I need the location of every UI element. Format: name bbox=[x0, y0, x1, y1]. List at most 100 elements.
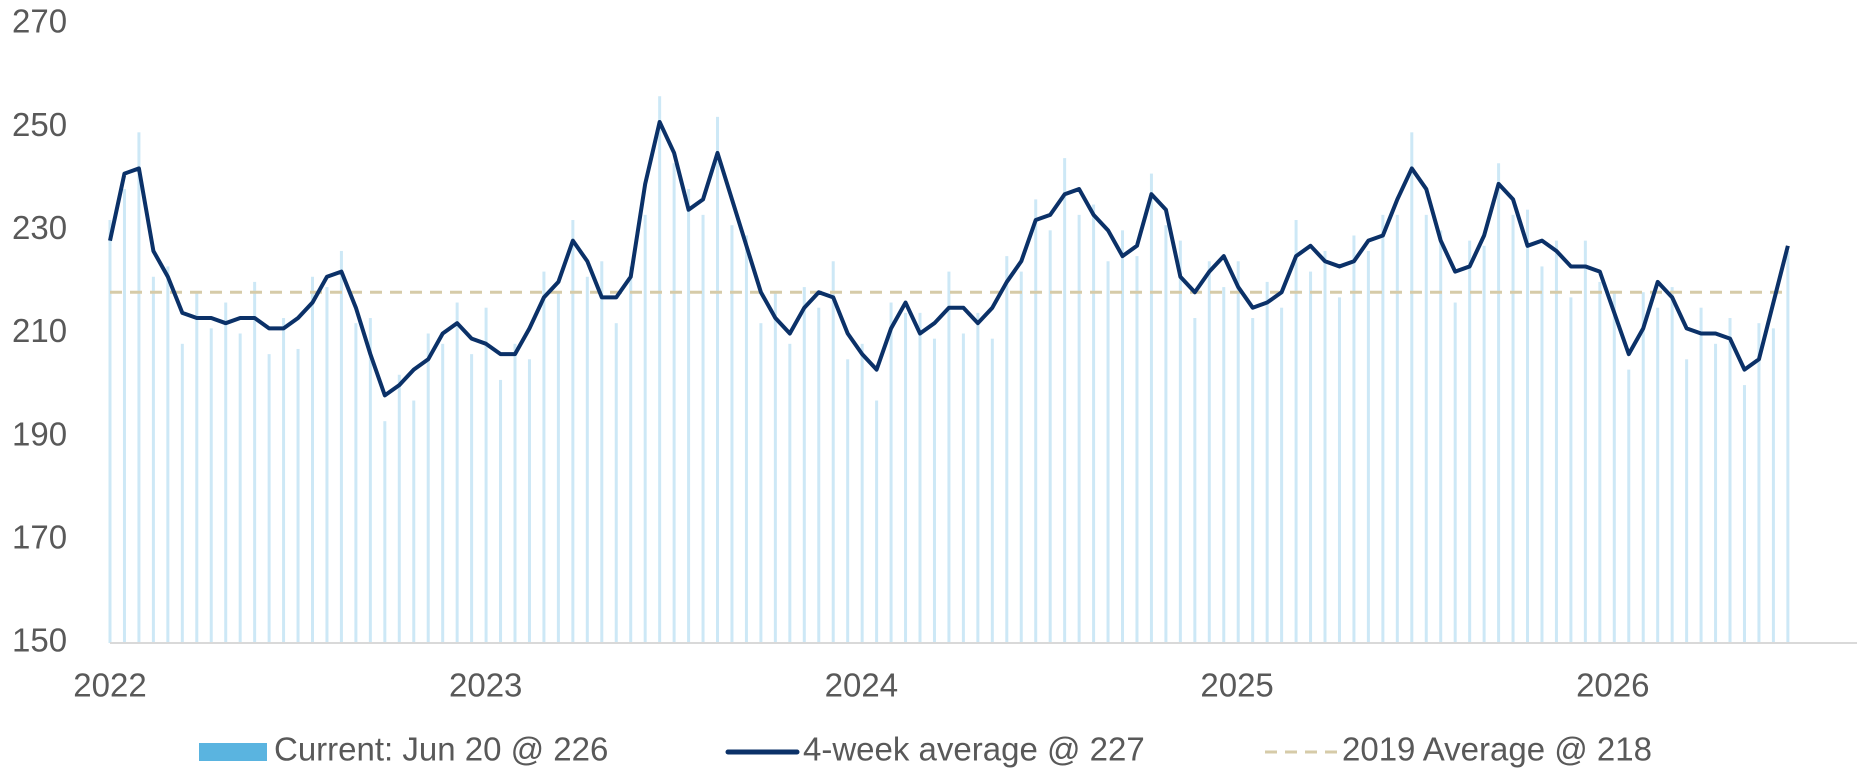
y-tick-label: 190 bbox=[12, 415, 67, 452]
bar bbox=[267, 354, 271, 643]
bar bbox=[1742, 385, 1746, 643]
legend-label: 4-week average @ 227 bbox=[803, 731, 1145, 768]
bar bbox=[831, 261, 835, 643]
bar bbox=[108, 220, 112, 643]
bar bbox=[542, 271, 546, 643]
bar bbox=[1439, 230, 1443, 644]
bar bbox=[122, 189, 126, 644]
bar bbox=[1251, 318, 1255, 643]
bar bbox=[397, 374, 401, 643]
bar bbox=[180, 343, 184, 643]
bar bbox=[426, 333, 430, 643]
bar bbox=[556, 292, 560, 643]
bar bbox=[990, 338, 994, 643]
bar bbox=[1337, 297, 1341, 643]
bar bbox=[788, 343, 792, 643]
bar bbox=[961, 333, 965, 643]
bar bbox=[918, 312, 922, 643]
bar bbox=[1670, 287, 1674, 643]
bar bbox=[976, 312, 980, 643]
bar bbox=[701, 214, 705, 643]
bar bbox=[368, 318, 372, 643]
bar bbox=[716, 116, 720, 644]
bar bbox=[296, 348, 300, 643]
bar bbox=[1714, 343, 1718, 643]
bar bbox=[354, 323, 358, 643]
bar bbox=[1164, 225, 1168, 644]
bar bbox=[658, 96, 662, 643]
y-tick-label: 210 bbox=[12, 312, 67, 349]
bar bbox=[1424, 214, 1428, 643]
bar bbox=[1786, 250, 1790, 643]
bar bbox=[1077, 214, 1081, 643]
bar bbox=[585, 276, 589, 643]
bar bbox=[1121, 230, 1125, 644]
bar bbox=[1294, 220, 1298, 643]
bar bbox=[1641, 292, 1645, 643]
bar bbox=[1366, 250, 1370, 643]
bar bbox=[166, 266, 170, 643]
y-tick-label: 230 bbox=[12, 209, 67, 246]
bar bbox=[499, 379, 503, 643]
bar bbox=[1410, 132, 1414, 643]
bar bbox=[282, 318, 286, 643]
bar bbox=[875, 400, 879, 643]
bar bbox=[1092, 204, 1096, 643]
bar bbox=[687, 189, 691, 644]
bar bbox=[1583, 240, 1587, 643]
bar bbox=[1106, 261, 1110, 643]
bar bbox=[339, 250, 343, 643]
bar bbox=[195, 292, 199, 643]
bar bbox=[860, 343, 864, 643]
x-tick-label: 2024 bbox=[825, 667, 898, 704]
bar bbox=[1048, 230, 1052, 644]
bar bbox=[1309, 271, 1313, 643]
bar bbox=[1612, 292, 1616, 643]
bar bbox=[759, 323, 763, 643]
bar bbox=[513, 343, 517, 643]
bar bbox=[1497, 163, 1501, 643]
y-tick-label: 170 bbox=[12, 519, 67, 556]
bar bbox=[1395, 214, 1399, 643]
x-tick-label: 2025 bbox=[1200, 667, 1273, 704]
bar bbox=[1019, 271, 1023, 643]
bar bbox=[1222, 287, 1226, 643]
bar bbox=[802, 287, 806, 643]
bar bbox=[1323, 250, 1327, 643]
bar bbox=[932, 338, 936, 643]
bar bbox=[1005, 256, 1009, 643]
bar bbox=[571, 220, 575, 643]
bar bbox=[629, 266, 633, 643]
legend-label: Current: Jun 20 @ 226 bbox=[274, 731, 608, 768]
bar bbox=[1063, 158, 1067, 643]
bar bbox=[889, 302, 893, 643]
bar bbox=[1193, 318, 1197, 643]
bar bbox=[1178, 240, 1182, 643]
bar bbox=[1728, 318, 1732, 643]
bar bbox=[1757, 323, 1761, 643]
bar bbox=[817, 307, 821, 643]
bar bbox=[1265, 281, 1269, 643]
bar bbox=[1207, 261, 1211, 643]
line bbox=[108, 120, 1790, 398]
bar bbox=[600, 261, 604, 643]
bar bbox=[1699, 307, 1703, 643]
bar bbox=[643, 214, 647, 643]
bar bbox=[325, 287, 329, 643]
legend-label: 2019 Average @ 218 bbox=[1342, 731, 1652, 768]
bar bbox=[1685, 359, 1689, 643]
bar bbox=[1771, 328, 1775, 643]
x-tick-label: 2023 bbox=[449, 667, 522, 704]
bar bbox=[1381, 214, 1385, 643]
bar bbox=[1149, 173, 1153, 643]
bar bbox=[238, 333, 242, 643]
bar bbox=[1569, 297, 1573, 643]
bar bbox=[1554, 240, 1558, 643]
bar bbox=[744, 235, 748, 643]
bar bbox=[412, 400, 416, 643]
bar bbox=[947, 271, 951, 643]
legend-swatch bbox=[199, 743, 267, 761]
bar bbox=[1540, 266, 1544, 643]
bar bbox=[773, 292, 777, 643]
